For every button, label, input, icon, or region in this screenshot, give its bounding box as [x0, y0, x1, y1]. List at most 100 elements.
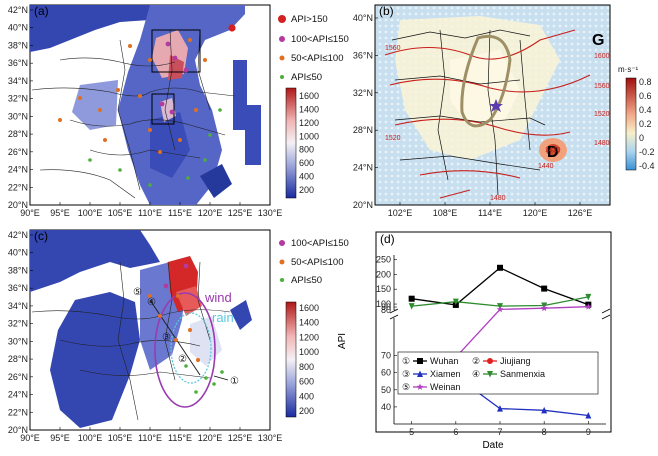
y-tick-label-lower: 60	[381, 368, 391, 378]
panel-c-legend-1: 100<API≤150	[291, 238, 349, 249]
panel-b-colorbar-label: -0.2	[639, 147, 655, 157]
panel-c-colorbar-label: 200	[299, 406, 314, 416]
panel-b-lat-label: 40°N	[353, 13, 373, 23]
panel-a-lon-label: 125°E	[228, 208, 253, 218]
panel-a-lat-label: 38°N	[8, 40, 28, 50]
panel-a-lon-label: 95°E	[50, 208, 70, 218]
panel-c-colorbar-label: 1200	[299, 332, 319, 342]
contour-label-6: 1520	[385, 135, 401, 142]
contour-label-5: 1480	[594, 140, 610, 147]
y-tick-label-lower: 50	[381, 385, 391, 395]
contour-label-9: 1420	[545, 147, 561, 154]
panel-c-lat-label: 20°N	[8, 425, 28, 435]
contour-label-8: 1440	[538, 163, 554, 170]
site-marker-5: ⑤	[133, 287, 142, 298]
panel-b-colorbar-label: -0.4	[639, 161, 655, 171]
panel-a-region-box-north	[151, 29, 201, 73]
panel-c-colorbar-label: 1000	[299, 347, 319, 357]
axis-break-mark	[389, 314, 399, 320]
legend-marker-sanmenxia: ④	[472, 369, 480, 379]
panel-a-lat-label: 30°N	[8, 111, 28, 121]
panel-c-lon-label: 130°E	[258, 433, 283, 443]
panel-b-contour-labels: 1560 1600 1560 1520 1480 1520 1480 1440 …	[385, 45, 610, 202]
panel-b-lat-label: 32°N	[353, 88, 373, 98]
panel-c-boundaries	[31, 261, 231, 421]
panel-b-boundaries	[391, 29, 546, 196]
panel-c-lon-label: 125°E	[228, 433, 253, 443]
y-tick-label-lower: 70	[381, 351, 391, 361]
panel-a-lon-label: 120°E	[198, 208, 223, 218]
panel-a-lon-label: 105°E	[108, 208, 133, 218]
y-tick-label-lower: 80	[381, 305, 391, 315]
panel-b-lat-label: 36°N	[353, 50, 373, 60]
panel-c-lat-label: 26°N	[8, 372, 28, 382]
panel-a-colorbar-label: 1200	[299, 118, 319, 128]
legend-label-weinan: Weinan	[430, 382, 460, 392]
panel-a-colorbar-label: 1600	[299, 91, 319, 101]
panel-b-lon-label: 114°E	[478, 208, 502, 218]
panel-c-lat-label: 28°N	[8, 354, 28, 364]
panel-b-lon-label: 120°E	[523, 208, 548, 218]
panel-c-colorbar: 1600 1400 1200 1000 800 600 400 200	[285, 301, 319, 418]
panel-b-letter-g: G	[592, 32, 604, 49]
site-marker-4: ④	[147, 297, 156, 308]
panel-a-colorbar-label: 800	[299, 145, 314, 155]
panel-a-lat-label: 36°N	[8, 58, 28, 68]
panel-b: G D 1560 1600 1560 1520 1480 1520 1480 1…	[353, 4, 655, 218]
panel-c-legend-2: 50<API≤100	[291, 257, 344, 268]
panel-a-colorbar: 1600 1400 1200 1000 800 600 400 200	[285, 87, 319, 199]
y-axis-label: API	[337, 333, 348, 349]
panel-a: (a) 42°N 40°N 38°N 36°N 34°N 32°N 30°N 28°N 26°N…	[8, 4, 349, 218]
panel-c-lon-label: 105°E	[108, 433, 133, 443]
panel-a-lat-label: 28°N	[8, 129, 28, 139]
y-tick-label-upper: 150	[376, 284, 391, 294]
panel-c-lat-label: 40°N	[8, 248, 28, 258]
x-tick-label: 8	[542, 427, 547, 437]
panel-c-lon-axis: 90°E 95°E 100°E 105°E 110°E 115°E 120°E 125°E 13…	[20, 427, 282, 443]
panel-c-colorbar-label: 800	[299, 362, 314, 372]
panel-c-lat-label: 30°N	[8, 336, 28, 346]
data-point-sanmenxia	[408, 303, 415, 310]
panel-b-trajectory	[460, 34, 512, 128]
panel-c-label: (c)	[34, 229, 48, 243]
y-tick-label-upper: 250	[376, 254, 391, 264]
axis-break-mark	[601, 308, 611, 314]
data-point-xiamen	[497, 405, 503, 412]
panel-c-lat-label: 36°N	[8, 283, 28, 293]
panel-a-stations	[58, 24, 236, 187]
panel-a-lat-label: 32°N	[8, 94, 28, 104]
panel-c-lat-label: 22°N	[8, 407, 28, 417]
series-line-wuhan	[411, 267, 589, 306]
panel-b-lat-axis: 40°N 36°N 32°N 28°N 24°N 20°N	[353, 13, 378, 210]
x-tick-label: 9	[586, 427, 591, 437]
data-point-sanmenxia	[452, 298, 459, 306]
panel-b-label: (b)	[379, 4, 394, 18]
panel-b-lon-label: 108°E	[433, 208, 458, 218]
panel-a-legend-4: API≤50	[291, 72, 322, 83]
panel-b-colorbar: m·s⁻¹ 0.8 0.6 0.4 0.2 0 -0.2 -0.4	[618, 65, 655, 171]
panel-a-region-box-central	[151, 93, 175, 125]
panel-a-lon-label: 100°E	[78, 208, 103, 218]
panel-a-lon-axis: 90°E 95°E 100°E 105°E 110°E 115°E 120°E 125°E 13…	[20, 202, 282, 218]
panel-c-colorbar-label: 600	[299, 377, 314, 387]
panel-a-lon-label: 115°E	[168, 208, 192, 218]
panel-d-label: (d)	[380, 232, 395, 246]
panel-c-lat-label: 42°N	[8, 230, 28, 240]
chart-series	[408, 264, 592, 419]
legend-symbol-jiujiang	[487, 358, 493, 364]
contour-label-1: 1560	[385, 45, 401, 52]
panel-a-lat-label: 26°N	[8, 147, 28, 157]
panel-a-colorbar-label: 1400	[299, 104, 319, 114]
panel-c-lon-label: 90°E	[20, 433, 40, 443]
panel-c-site-markers: ⑤ ④ ③ ② ①	[133, 287, 239, 387]
panel-c-aod-field	[30, 230, 252, 428]
contour-label-4: 1520	[594, 111, 610, 118]
panel-a-colorbar-label: 600	[299, 158, 314, 168]
panel-c-legend: 100<API≤150 50<API≤100 API≤50	[279, 238, 349, 286]
panel-c-colorbar-label: 1600	[299, 303, 319, 313]
axis-break-mark	[389, 308, 399, 314]
site-marker-2: ②	[178, 354, 187, 365]
panel-c-lon-label: 115°E	[168, 433, 192, 443]
panel-c-lat-label: 38°N	[8, 265, 28, 275]
